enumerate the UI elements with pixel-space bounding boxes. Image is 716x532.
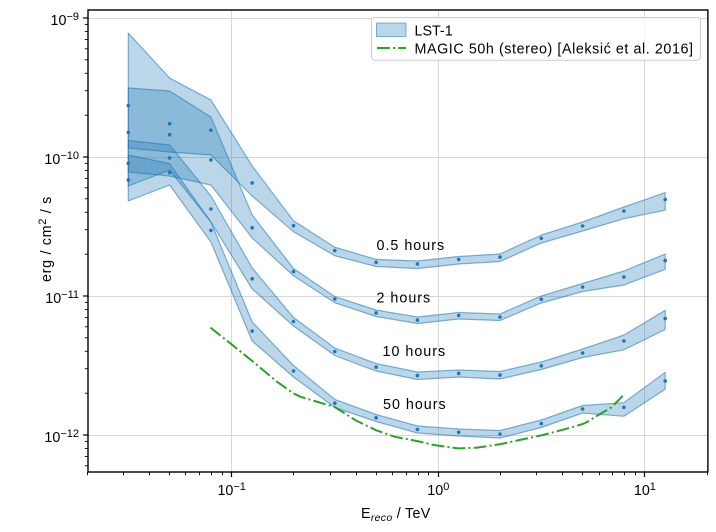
svg-text:MAGIC 50h (stereo) [Aleksić et: MAGIC 50h (stereo) [Aleksić et al. 2016] (415, 42, 694, 58)
svg-text:erg / cm2 / s: erg / cm2 / s (37, 196, 55, 282)
svg-text:10 hours: 10 hours (383, 344, 447, 360)
svg-text:0.5 hours: 0.5 hours (377, 238, 446, 254)
svg-text:50 hours: 50 hours (383, 397, 447, 413)
svg-text:LST-1: LST-1 (415, 23, 453, 39)
svg-text:2 hours: 2 hours (377, 291, 432, 307)
